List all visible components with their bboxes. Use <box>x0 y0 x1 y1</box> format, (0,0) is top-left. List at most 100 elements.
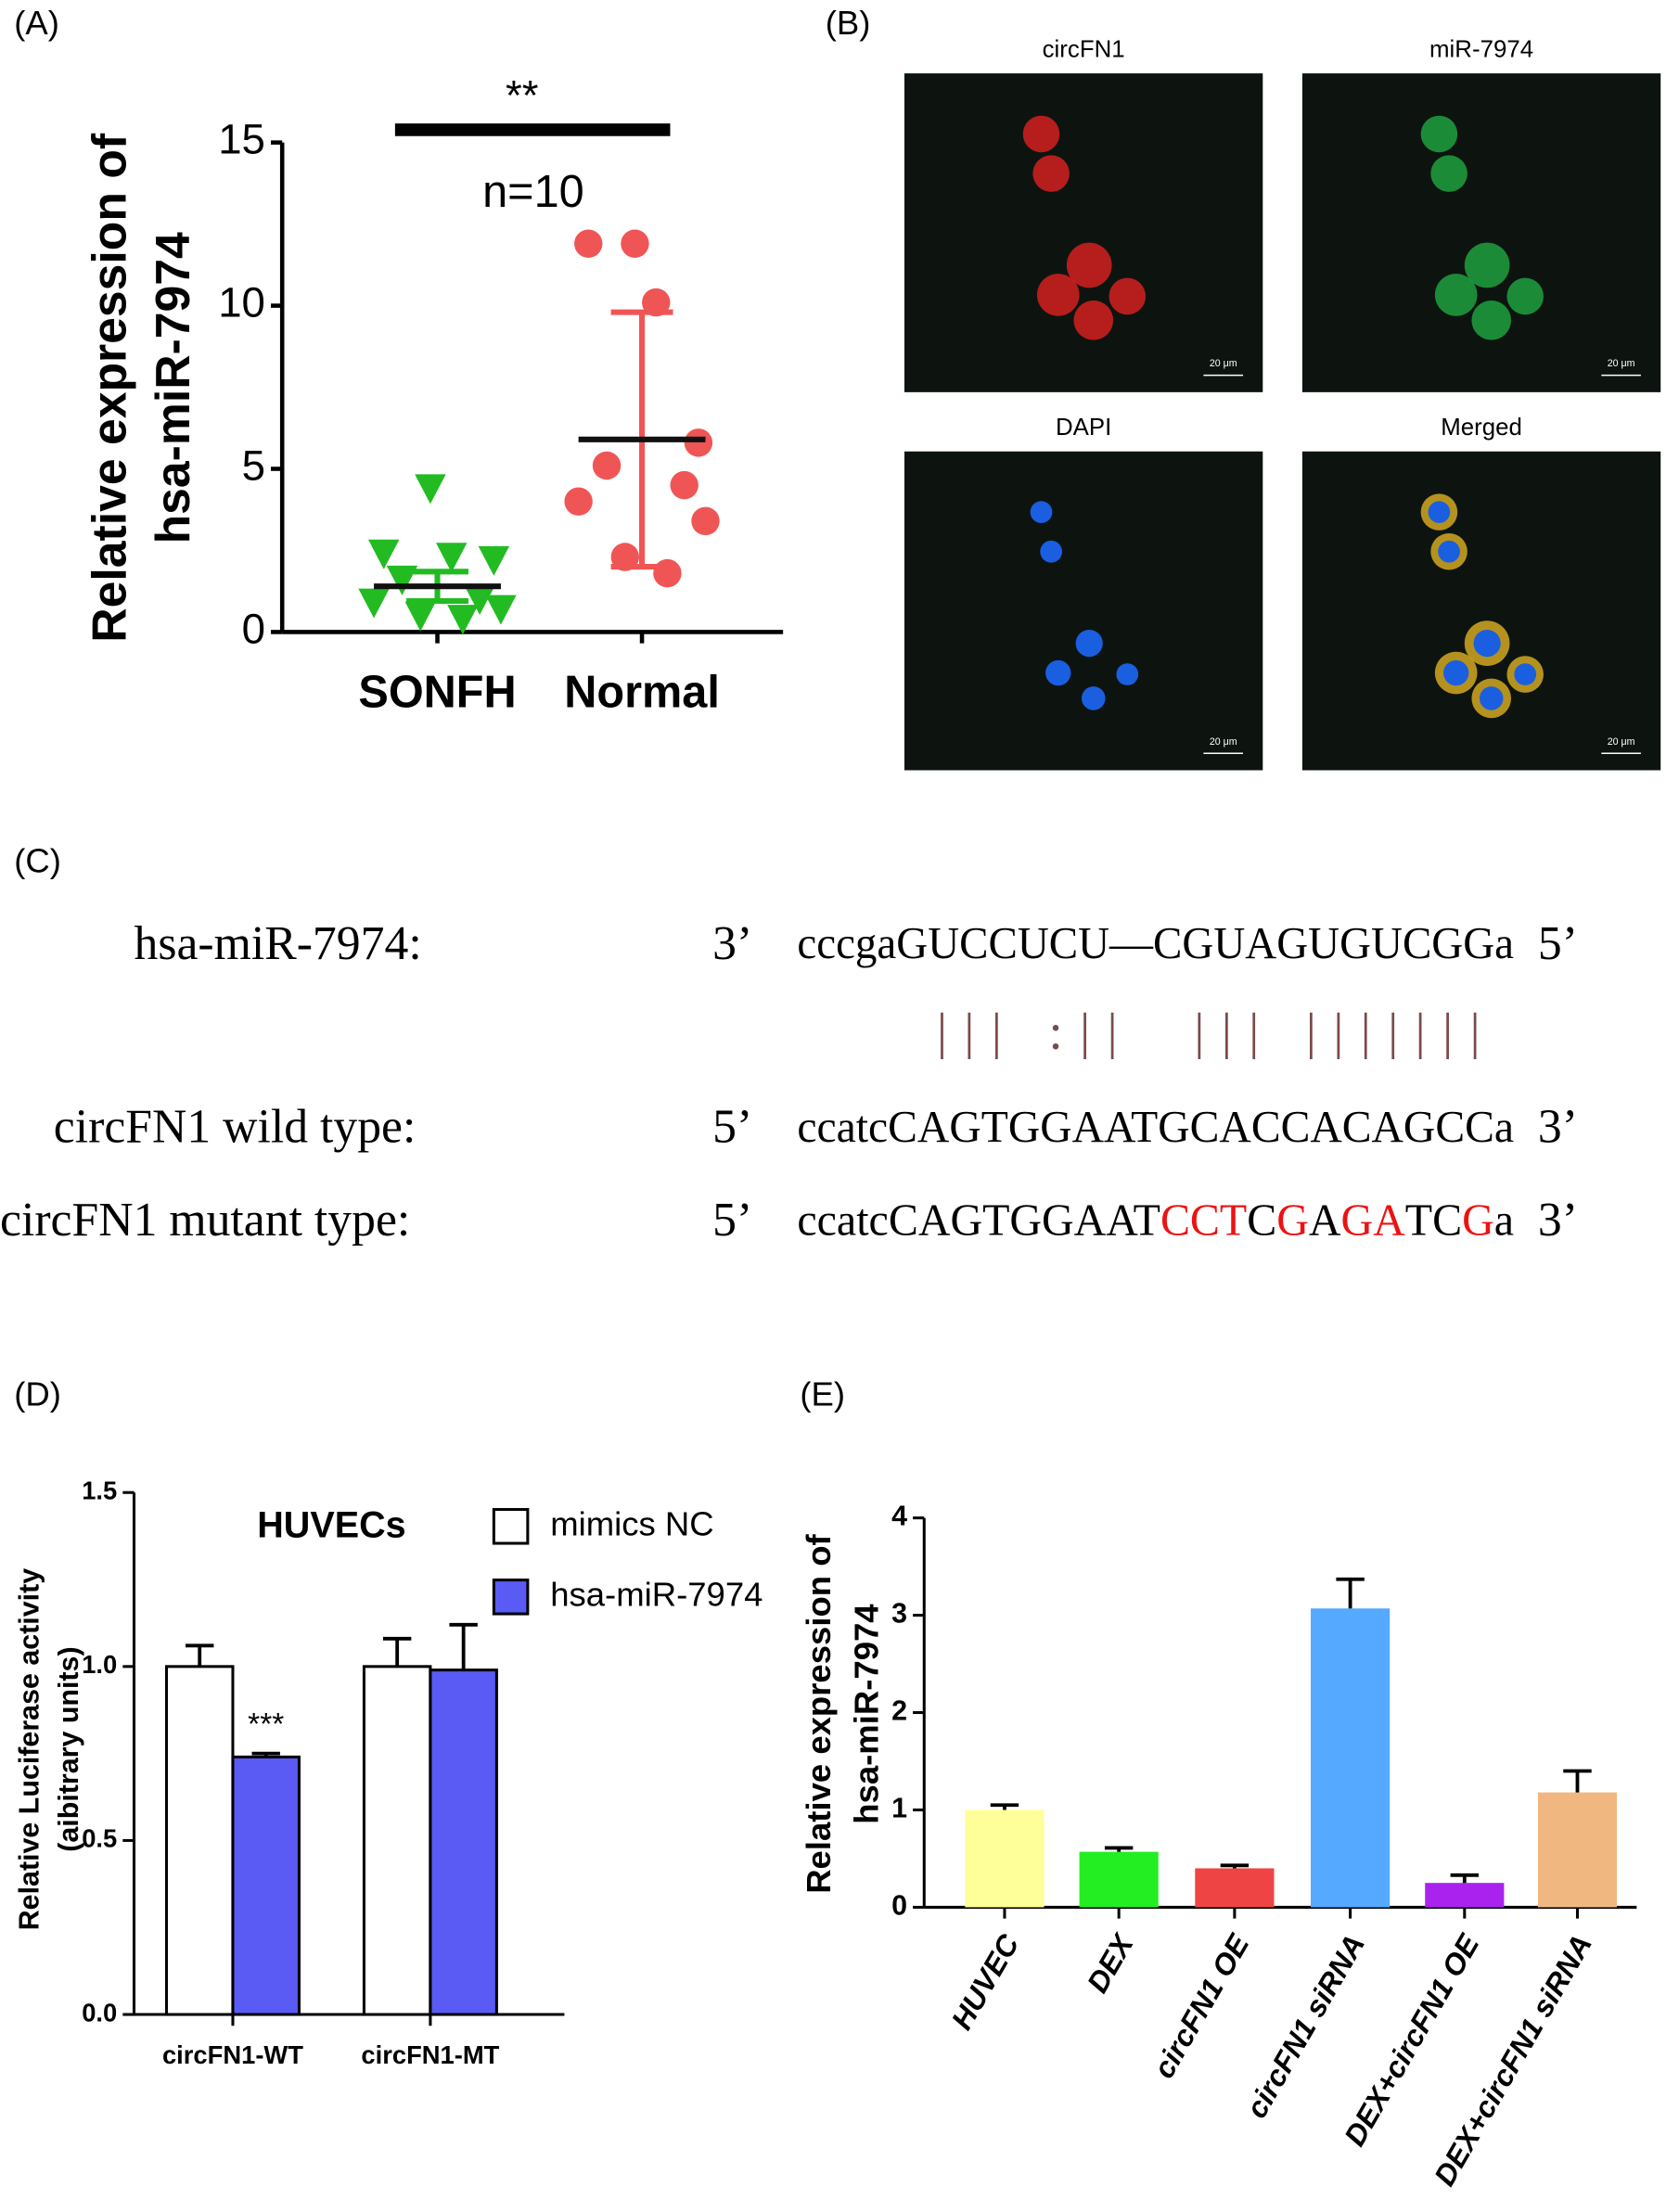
data-point <box>564 487 593 516</box>
error-bar <box>186 1643 214 1667</box>
sequence-segment: CCT <box>1160 1195 1247 1245</box>
sequence-segment: TC <box>1405 1195 1462 1245</box>
nucleus <box>1040 540 1063 563</box>
annotation: *** <box>248 1707 284 1742</box>
sequence-segment: GA <box>1341 1195 1405 1245</box>
data-point <box>592 451 622 480</box>
panel-label: (C) <box>14 842 61 880</box>
y-tick-label: 4 <box>891 1501 907 1532</box>
sequence-segment: cccgaGUCCUCU—CGUAGUGUCGGa <box>797 918 1514 968</box>
sequence-label: hsa-miR-7974: <box>134 917 421 970</box>
base-pairing: ||| :|| ||| ||||||| <box>937 1004 1480 1060</box>
nucleus <box>1514 663 1537 685</box>
scale-bar-label: 20 μm <box>1210 736 1237 748</box>
y-tick-label: 1.0 <box>82 1650 117 1679</box>
data-point <box>574 229 603 258</box>
scale-bar-label: 20 μm <box>1608 358 1635 369</box>
scale-bar-label: 20 μm <box>1608 736 1635 748</box>
bar <box>362 1665 432 2016</box>
x-tick-label: SONFH <box>358 668 516 718</box>
bar <box>1537 1792 1618 1908</box>
y-tick-label: 0 <box>242 605 265 652</box>
cell <box>1430 155 1468 192</box>
bar <box>164 1665 235 2016</box>
chart-title: HUVECs <box>257 1505 405 1546</box>
x-tick-label: circFN1 siRNA <box>1239 1929 1371 2124</box>
panel-label: (E) <box>800 1375 845 1413</box>
error-bar <box>1563 1769 1592 1793</box>
y-tick-label: 0.5 <box>82 1824 117 1853</box>
error-bar <box>990 1803 1019 1810</box>
cell <box>1464 242 1510 288</box>
data-point <box>435 543 468 573</box>
legend-swatch <box>492 1579 530 1616</box>
y-axis-label: (aibitrary units) <box>53 1646 84 1851</box>
chart: 0.0 0.5 1.0 1.5 Relative Luciferase activity… <box>13 1476 763 2068</box>
bar <box>231 1755 301 2016</box>
data-point <box>447 605 479 635</box>
sequence-label: circFN1 mutant type: <box>0 1194 410 1247</box>
data-point <box>478 545 510 576</box>
cell <box>1073 300 1114 340</box>
image-label: DAPI <box>1056 415 1111 441</box>
legend-label: hsa-miR-7974 <box>550 1575 763 1613</box>
error-bar <box>251 1751 280 1758</box>
y-tick-label: 1.5 <box>82 1476 117 1504</box>
y-axis-label: Relative Luciferase activity <box>13 1568 45 1931</box>
y-tick-label: 1 <box>891 1793 907 1824</box>
chart: 0 5 10 15 Relative expression of hsa-miR-7974… <box>82 72 784 718</box>
y-axis-label: hsa-miR-7974 <box>848 1604 886 1824</box>
data-point <box>691 506 720 536</box>
data-point <box>404 601 436 632</box>
nucleus <box>1116 663 1139 685</box>
y-tick-label: 15 <box>218 116 265 163</box>
sequence-segment: G <box>1462 1195 1494 1245</box>
cell <box>1109 277 1147 315</box>
sequence-segment: C <box>1247 1195 1276 1245</box>
x-tick-label: circFN1 OE <box>1147 1927 1256 2084</box>
significance-label: ** <box>506 72 539 120</box>
bar <box>1311 1608 1391 1908</box>
y-tick-label: 3 <box>891 1598 907 1630</box>
cell <box>1420 115 1458 153</box>
data-point <box>653 558 682 588</box>
legend-label: mimics NC <box>550 1504 713 1542</box>
error-bar <box>1450 1873 1480 1884</box>
micrograph <box>1301 73 1661 392</box>
image-label: circFN1 <box>1043 37 1125 63</box>
error-bar <box>1104 1846 1134 1852</box>
y-tick-label: 0 <box>891 1889 907 1921</box>
cell <box>1032 155 1070 192</box>
bar <box>1079 1851 1159 1908</box>
sequence-segment: a <box>1494 1195 1514 1245</box>
x-tick-label: circFN1-WT <box>162 2040 303 2069</box>
panel-label: (B) <box>826 4 871 42</box>
image-label: Merged <box>1441 415 1522 441</box>
nucleus <box>1045 659 1071 686</box>
sequence-segment: ccatcCAGTGGAAT <box>797 1195 1160 1245</box>
cell <box>1506 277 1544 315</box>
cell <box>1471 300 1511 340</box>
sequence-segment: ccatcCAGTGGAATGCACCACAGCCa <box>797 1102 1514 1152</box>
micrograph <box>904 73 1263 392</box>
strand-end: 3’ <box>1538 1194 1578 1247</box>
strand-end: 5’ <box>1538 917 1578 970</box>
nucleus <box>1075 630 1103 658</box>
y-tick-label: 0.0 <box>82 1998 117 2027</box>
nucleus <box>1428 501 1451 524</box>
x-tick-label: HUVEC <box>944 1928 1026 2036</box>
sequence-label: circFN1 wild type: <box>54 1101 417 1154</box>
x-tick-label: Normal <box>564 668 720 718</box>
data-point <box>684 428 713 457</box>
strand-end: 5’ <box>712 1101 752 1154</box>
legend-swatch <box>492 1507 530 1545</box>
y-axis-label: Relative expression of <box>800 1533 838 1893</box>
data-point <box>367 539 400 569</box>
nucleus <box>1479 686 1504 710</box>
cell <box>1434 274 1478 316</box>
sequence: cccgaGUCCUCU—CGUAGUGUCGGa <box>797 918 1514 968</box>
data-point <box>485 595 517 625</box>
sequence-segment: A <box>1309 1195 1341 1245</box>
cell <box>1066 242 1112 288</box>
